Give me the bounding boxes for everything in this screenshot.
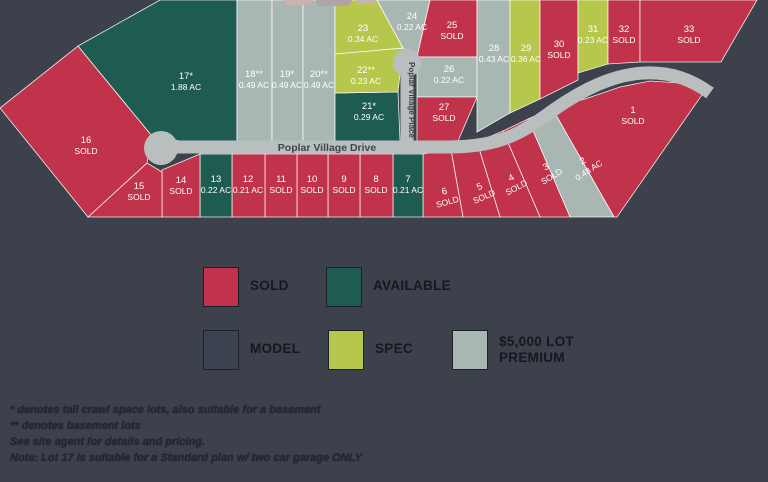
lot-label-32: 32 SOLD	[612, 24, 635, 45]
lot-label-10: 10 SOLD	[300, 174, 323, 195]
lot-region-30	[539, 0, 579, 100]
lot-label-23: 23 0.34 AC	[348, 23, 378, 44]
footnote-line: ** denotes basement lots	[10, 420, 141, 432]
lot-label-12: 12 0.21 AC	[233, 174, 263, 195]
lot-label-29: 29 0.36 AC	[511, 43, 541, 64]
lot-label-16: 16 SOLD	[74, 135, 97, 156]
footnote-line: Note: Lot 17 is suitable for a Standard …	[10, 452, 362, 464]
legend: SOLD AVAILABLE MODEL SPEC $5,000 LOT PRE…	[0, 0, 768, 370]
lot-label-18: 18** 0.49 AC	[239, 69, 269, 90]
lot-label-21: 21* 0.29 AC	[354, 101, 384, 122]
footnote-line: See site agent for details and pricing.	[10, 436, 205, 448]
site-map-svg: Poplar Village Drive Poplar Village Plac…	[0, 0, 758, 218]
road-label-drive: Poplar Village Drive	[278, 142, 377, 154]
lot-label-9: 9 SOLD	[332, 174, 355, 195]
premium-swatch-icon	[452, 330, 488, 370]
lot-label-26: 26 0.22 AC	[434, 64, 464, 85]
legend-item-premium: $5,000 LOT PREMIUM	[452, 330, 599, 370]
lot-label-33: 33 SOLD	[677, 24, 700, 45]
site-plan-map: Poplar Village Drive Poplar Village Plac…	[0, 0, 768, 235]
model-swatch-icon	[203, 330, 239, 370]
lot-label-15: 15 SOLD	[127, 181, 150, 202]
lot-label-7: 7 0.21 AC	[393, 174, 423, 195]
footnotes: * denotes tall crawl space lots, also su…	[10, 402, 362, 466]
lot-label-28: 28 0.43 AC	[479, 43, 509, 64]
slivers-layer	[283, 0, 376, 6]
lot-label-30: 30 SOLD	[547, 39, 570, 60]
neighbor-sliver-1	[316, 0, 352, 6]
lot-label-19: 19* 0.49 AC	[272, 69, 302, 90]
legend-label-spec: SPEC	[375, 341, 413, 356]
lot-label-13: 13 0.22 AC	[201, 174, 231, 195]
lot-label-20: 20** 0.49 AC	[304, 69, 334, 90]
legend-label-model: MODEL	[250, 341, 301, 356]
legend-item-spec: SPEC	[328, 330, 413, 370]
lot-label-14: 14 SOLD	[169, 175, 192, 196]
legend-label-available: AVAILABLE	[373, 278, 451, 293]
lot-label-22: 22** 0.23 AC	[351, 65, 381, 86]
lot-label-1: 1 SOLD	[621, 105, 644, 126]
lot-label-8: 8 SOLD	[364, 174, 387, 195]
neighbor-sliver-2	[355, 0, 376, 4]
culdesac-north	[393, 49, 421, 77]
legend-item-model: MODEL	[203, 330, 300, 370]
spec-swatch-icon	[328, 330, 364, 370]
available-swatch-icon	[326, 267, 362, 307]
sold-swatch-icon	[203, 267, 239, 307]
neighbor-sliver-0	[283, 0, 313, 5]
legend-label-sold: SOLD	[250, 278, 289, 293]
lot-label-24: 24 0.22 AC	[397, 11, 427, 32]
lot-label-25: 25 SOLD	[440, 20, 463, 41]
legend-item-available: AVAILABLE	[326, 267, 451, 307]
legend-label-premium: $5,000 LOT PREMIUM	[499, 334, 575, 365]
lot-label-17: 17* 1.88 AC	[171, 71, 201, 92]
roads-layer: Poplar Village Drive Poplar Village Plac…	[144, 49, 714, 165]
lot-region-33	[639, 0, 758, 63]
lot-label-11: 11 SOLD	[269, 174, 292, 195]
road-label-place: Poplar Village Place	[407, 62, 416, 138]
lots-layer	[0, 0, 758, 218]
footnote-line: * denotes tall crawl space lots, also su…	[10, 404, 321, 416]
road-poplar-village-drive	[161, 66, 714, 154]
lot-label-31: 31 0.23 AC	[578, 24, 608, 45]
lot-label-27: 27 SOLD	[432, 102, 455, 123]
legend-item-sold: SOLD	[203, 267, 289, 307]
